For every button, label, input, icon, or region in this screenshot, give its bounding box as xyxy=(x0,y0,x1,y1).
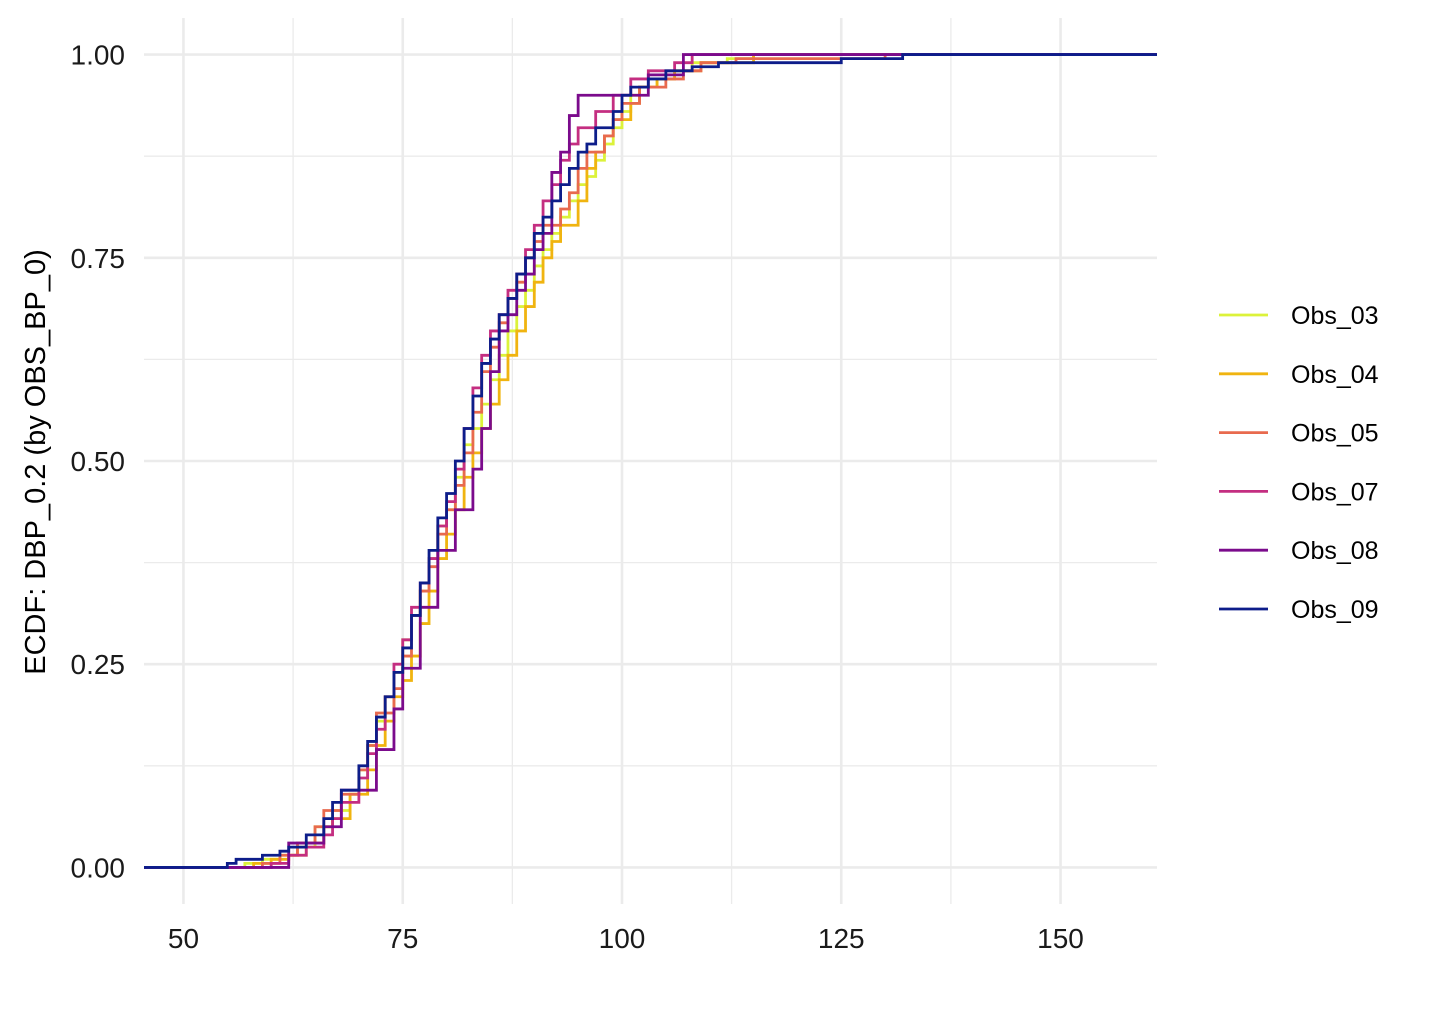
x-tick-label: 75 xyxy=(387,923,418,954)
legend-item: Obs_09 xyxy=(1219,596,1379,624)
y-tick-label: 0.00 xyxy=(71,852,126,883)
legend-label: Obs_09 xyxy=(1291,596,1379,624)
y-tick-label: 0.50 xyxy=(71,446,126,477)
legend-item: Obs_05 xyxy=(1219,420,1379,448)
major-gridlines xyxy=(144,18,1157,904)
legend-item: Obs_08 xyxy=(1219,537,1379,565)
y-tick-label: 0.75 xyxy=(71,243,126,274)
legend-item: Obs_03 xyxy=(1219,302,1379,330)
y-tick-label: 0.25 xyxy=(71,649,126,680)
y-axis-title: ECDF: DBP_0.2 (by OBS_BP_0) xyxy=(20,249,52,675)
x-axis-tick-labels: 50 75 100 125 150 xyxy=(168,923,1084,954)
legend-item: Obs_07 xyxy=(1219,478,1379,506)
legend: Obs_03 Obs_04 Obs_05 Obs_07 Obs_08 Obs_09 xyxy=(1219,302,1379,624)
y-axis-tick-labels: 0.00 0.25 0.50 0.75 1.00 xyxy=(71,40,126,884)
x-tick-label: 125 xyxy=(818,923,865,954)
y-tick-label: 1.00 xyxy=(71,40,126,71)
series-lines xyxy=(144,53,1157,869)
series-line-obs-09 xyxy=(144,53,1157,869)
legend-label: Obs_03 xyxy=(1291,302,1379,330)
x-tick-label: 50 xyxy=(168,923,199,954)
legend-label: Obs_07 xyxy=(1291,478,1379,506)
legend-label: Obs_05 xyxy=(1291,420,1379,448)
x-tick-label: 100 xyxy=(599,923,646,954)
legend-label: Obs_08 xyxy=(1291,537,1379,565)
x-tick-label: 150 xyxy=(1037,923,1084,954)
series-line-obs-08 xyxy=(144,53,1157,869)
minor-gridlines xyxy=(144,18,1157,904)
legend-item: Obs_04 xyxy=(1219,361,1379,389)
legend-label: Obs_04 xyxy=(1291,361,1379,389)
